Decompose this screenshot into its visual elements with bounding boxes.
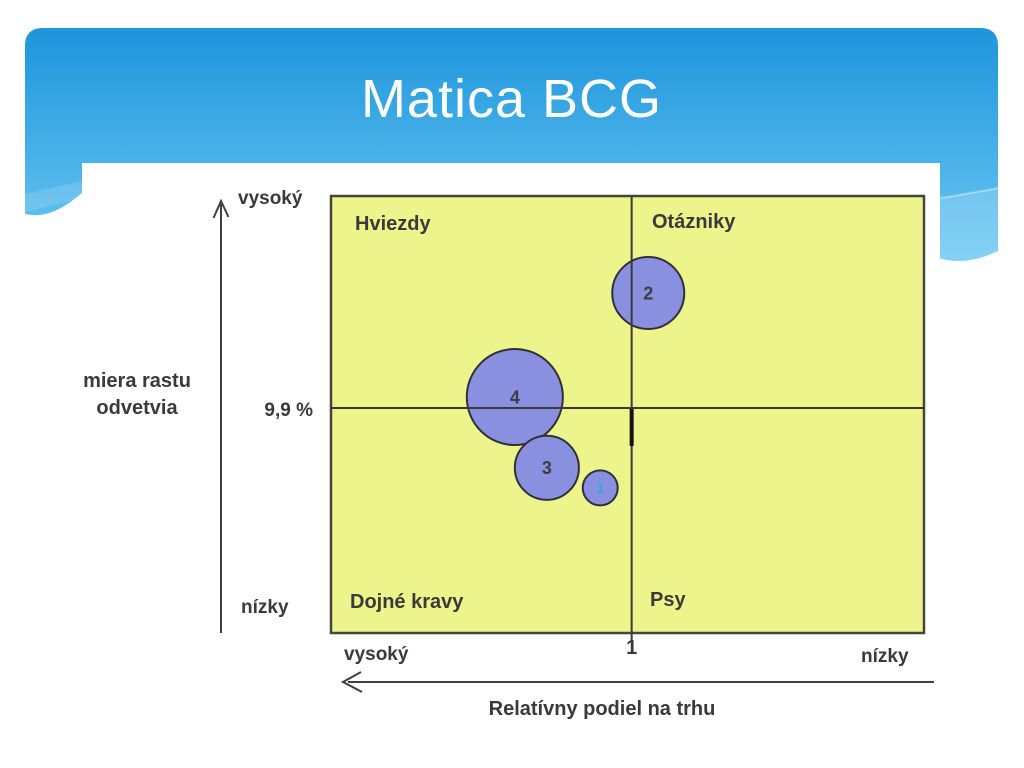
slide-title: Matica BCG	[360, 69, 663, 129]
bubble-2	[611, 256, 686, 331]
bubble-label: 1	[596, 480, 604, 496]
bubble-layer: 2 4 3 1	[465, 256, 686, 507]
bubble-label: 4	[510, 387, 520, 407]
divider-overstrike-mark	[629, 408, 634, 446]
bubble-1	[581, 469, 619, 507]
bubble-label: 2	[643, 283, 653, 303]
header-sheen-left	[25, 181, 82, 212]
header-sheen-line	[937, 187, 1003, 200]
header-swoosh-cut-right	[936, 249, 1002, 275]
header-swoosh-cut-left	[20, 191, 84, 275]
bubble-4	[465, 347, 564, 447]
bubble-label: 3	[542, 458, 552, 478]
bubble-3	[513, 434, 580, 501]
header-sheen-right	[938, 186, 1002, 261]
y-axis-up-arrow-icon	[212, 198, 230, 219]
quadrant-area-rect	[329, 194, 926, 635]
x-axis-left-arrow-icon	[340, 671, 363, 693]
